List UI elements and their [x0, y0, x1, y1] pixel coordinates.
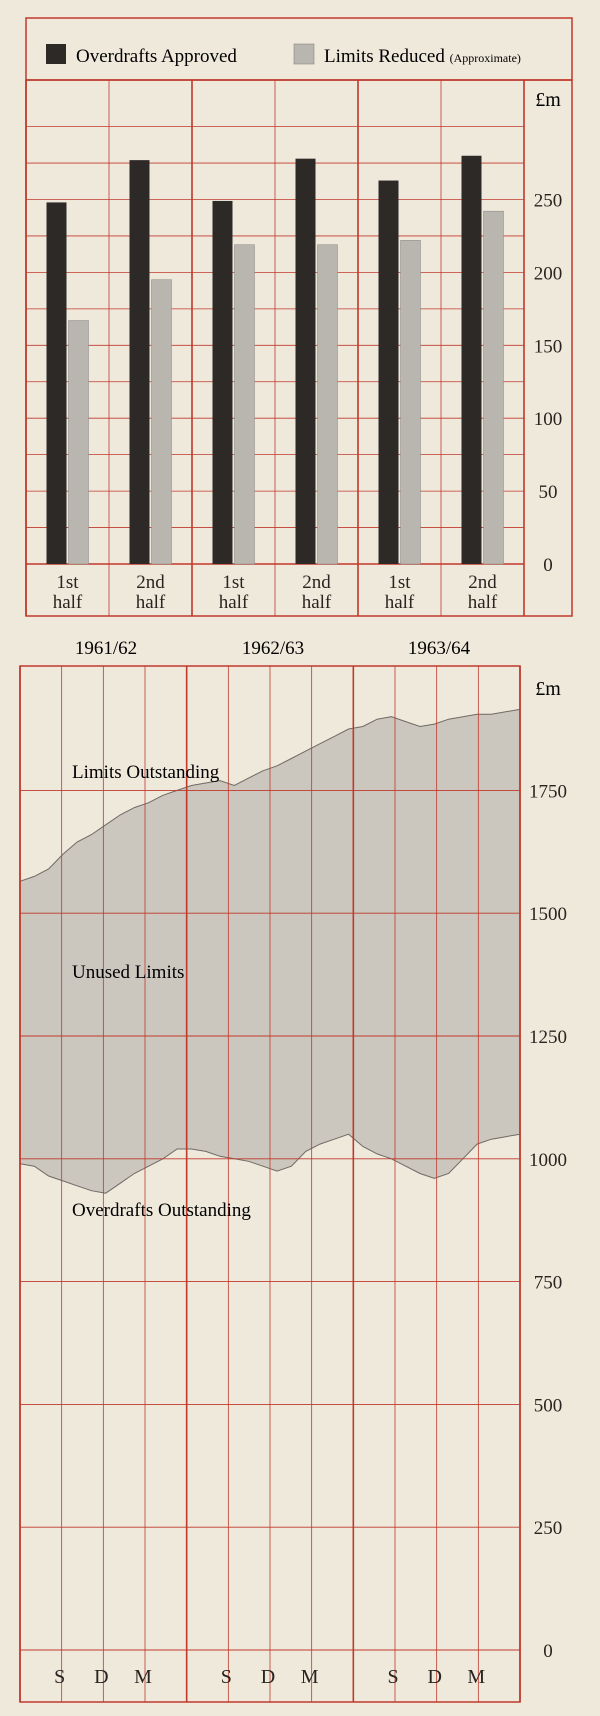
area-y-tick-label: 1750: [529, 781, 567, 802]
legend-label-overdrafts-approved: Overdrafts Approved: [76, 46, 237, 67]
bar-x-label-line1: 1st: [56, 572, 79, 593]
legend-limits-reduced-qualifier: (Approximate): [450, 51, 521, 65]
area-y-tick-label: 250: [534, 1518, 563, 1539]
bar-overdrafts-approved: [129, 160, 150, 564]
bar-x-label-line2: half: [136, 592, 166, 613]
bar-unit-label: £m: [535, 89, 561, 111]
bar-y-tick-label: 200: [534, 263, 563, 284]
bar-overdrafts-approved: [461, 155, 482, 564]
bar-y-tick-label: 150: [534, 336, 563, 357]
bar-y-tick-label: 50: [539, 482, 558, 503]
bar-chart: Overdrafts Approved Limits Reduced (Appr…: [25, 17, 573, 617]
bar-limits-reduced: [400, 240, 421, 565]
area-x-label: D: [261, 1666, 275, 1688]
legend-limits-reduced-name: Limits Reduced: [324, 46, 445, 67]
area-y-ticks: 1750 1500 1250 1000 750 500 250 0: [529, 781, 567, 1662]
area-x-label: M: [301, 1666, 319, 1688]
label-overdrafts-outstanding: Overdrafts Outstanding: [72, 1200, 251, 1221]
area-x-label: M: [467, 1666, 485, 1688]
bar-overdrafts-approved: [212, 200, 233, 564]
bar-x-label-line2: half: [468, 592, 498, 613]
area-x-label: D: [94, 1666, 108, 1688]
bar-y-tick-label: 100: [534, 409, 563, 430]
legend-swatch-overdrafts-approved: [46, 44, 66, 64]
bar-limits-reduced: [234, 244, 255, 565]
area-y-tick-label: 500: [534, 1395, 563, 1416]
area-x-label: S: [221, 1666, 232, 1688]
bar-marks: [46, 155, 504, 565]
area-y-tick-label: 1500: [529, 904, 567, 925]
year-label-1961-62: 1961/62: [75, 638, 137, 659]
area-y-tick-label: 0: [543, 1641, 553, 1662]
bar-limits-reduced: [483, 210, 504, 565]
area-y-tick-label: 1250: [529, 1027, 567, 1048]
legend-label-limits-reduced: Limits Reduced (Approximate): [324, 46, 521, 67]
bar-overdrafts-approved: [46, 202, 67, 564]
label-limits-outstanding: Limits Outstanding: [72, 762, 220, 783]
label-unused-limits: Unused Limits: [72, 962, 184, 983]
bar-overdrafts-approved: [378, 180, 399, 564]
area-x-label: S: [387, 1666, 398, 1688]
bar-y-tick-label: 0: [543, 555, 553, 576]
area-x-label: S: [54, 1666, 65, 1688]
bar-y-tick-label: 250: [534, 191, 563, 212]
area-x-label: D: [427, 1666, 441, 1688]
bar-x-label-line1: 2nd: [468, 572, 497, 593]
bar-limits-reduced: [317, 244, 338, 565]
bar-x-label-line2: half: [302, 592, 332, 613]
bar-x-label-line1: 2nd: [302, 572, 331, 593]
area-y-tick-label: 750: [534, 1273, 563, 1294]
bar-x-label-line2: half: [53, 592, 83, 613]
area-plot-frame: [19, 665, 521, 1703]
bar-grid: [25, 80, 525, 616]
bar-x-label-line1: 1st: [222, 572, 245, 593]
bar-x-label-line1: 2nd: [136, 572, 165, 593]
area-x-label: M: [134, 1666, 152, 1688]
year-labels: 1961/62 1962/63 1963/64: [75, 638, 471, 659]
year-label-1962-63: 1962/63: [242, 638, 304, 659]
bar-limits-reduced: [151, 279, 172, 565]
area-unit-label: £m: [535, 678, 561, 700]
bar-limits-reduced: [68, 320, 89, 565]
bar-x-labels: 1sthalf2ndhalf1sthalf2ndhalf1sthalf2ndha…: [53, 572, 498, 613]
bar-x-label-line2: half: [385, 592, 415, 613]
bar-y-ticks: 250 200 150 100 50 0: [534, 191, 563, 577]
year-label-1963-64: 1963/64: [408, 638, 471, 659]
legend-swatch-limits-reduced: [293, 43, 315, 65]
bar-x-label-line2: half: [219, 592, 249, 613]
bar-overdrafts-approved: [295, 158, 316, 564]
area-y-tick-label: 1000: [529, 1150, 567, 1171]
bar-x-label-line1: 1st: [388, 572, 411, 593]
